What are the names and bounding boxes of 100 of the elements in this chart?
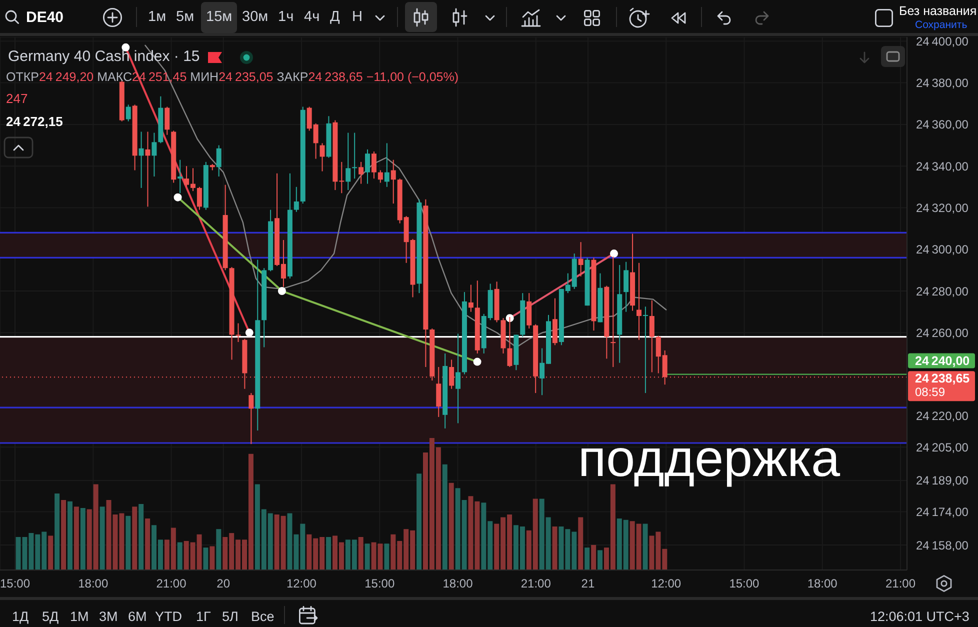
text: 1М bbox=[70, 609, 89, 624]
candlestick bbox=[526, 292, 532, 329]
candlestick bbox=[145, 131, 150, 208]
bar bbox=[126, 516, 131, 570]
text: 1Д bbox=[12, 609, 29, 624]
ref-line-label: 24 238,65 bbox=[915, 372, 970, 386]
y-tick-label: 24 158,00 bbox=[916, 538, 969, 552]
bar bbox=[216, 529, 222, 570]
bar bbox=[48, 536, 54, 570]
bar bbox=[210, 546, 215, 570]
bar bbox=[584, 548, 590, 570]
x-tick-label: 20 bbox=[216, 576, 230, 591]
bar bbox=[61, 500, 66, 570]
candlestick bbox=[320, 142, 325, 172]
bar bbox=[358, 537, 364, 570]
bar bbox=[203, 548, 208, 570]
candlestick bbox=[552, 298, 558, 346]
x-tick-label: 21:00 bbox=[885, 576, 916, 591]
bar bbox=[598, 550, 603, 570]
x-tick-label: 15:00 bbox=[364, 576, 395, 591]
candlestick bbox=[216, 144, 222, 177]
x-tick-label: 18:00 bbox=[78, 576, 108, 591]
bar bbox=[364, 544, 370, 570]
text: 5м bbox=[176, 9, 194, 26]
y-tick-label: 24 174,00 bbox=[916, 504, 969, 519]
bar bbox=[67, 501, 72, 570]
candlestick bbox=[578, 242, 584, 277]
text: YTD bbox=[155, 609, 182, 624]
y-tick-label: 24 320,00 bbox=[916, 200, 969, 215]
candlestick bbox=[624, 261, 629, 312]
bar bbox=[74, 506, 79, 570]
x-tick-label: 18:00 bbox=[807, 576, 838, 591]
point bbox=[278, 287, 286, 296]
x-tick-label: 21:00 bbox=[156, 576, 187, 591]
bar bbox=[642, 524, 648, 570]
x-tick-label: 15:00 bbox=[0, 576, 30, 591]
y-tick-label: 24 280,00 bbox=[916, 284, 969, 298]
bar bbox=[416, 474, 422, 570]
annotation: 24 272,15 bbox=[6, 114, 63, 129]
y-tick-label: 24 205,00 bbox=[916, 440, 969, 454]
point bbox=[245, 328, 254, 337]
bar bbox=[54, 493, 60, 570]
candlestick bbox=[164, 106, 170, 136]
candlestick bbox=[346, 132, 351, 191]
candlestick bbox=[649, 300, 654, 373]
candlestick bbox=[138, 131, 144, 188]
bar bbox=[132, 506, 138, 570]
text: 1м bbox=[148, 9, 166, 26]
x-tick-label: 12:00 bbox=[651, 576, 682, 591]
text: 4ч bbox=[304, 9, 320, 26]
bar bbox=[138, 504, 144, 570]
text: Сохранить bbox=[915, 19, 968, 32]
text: 6М bbox=[128, 609, 147, 624]
x-tick-label: 18:00 bbox=[442, 576, 474, 591]
y-tick-label: 24 360,00 bbox=[916, 118, 969, 132]
bar bbox=[80, 508, 86, 570]
candlestick bbox=[384, 142, 390, 188]
band-label: поддержка bbox=[578, 430, 840, 488]
candlestick bbox=[436, 366, 442, 418]
x-tick-label: 12:00 bbox=[286, 576, 317, 591]
bar bbox=[100, 506, 105, 570]
y-tick-label: 24 380,00 bbox=[916, 76, 969, 90]
bar bbox=[326, 537, 332, 570]
x-tick-label: 21:00 bbox=[520, 576, 552, 591]
text: DE40 bbox=[26, 9, 64, 26]
candlestick bbox=[365, 148, 370, 184]
text: 5Л bbox=[222, 609, 238, 624]
series-label: 24 240,00 bbox=[915, 354, 970, 368]
y-tick-label: 24 260,00 bbox=[916, 326, 969, 340]
y-tick-label: 24 220,00 bbox=[916, 409, 969, 424]
text: 5Д bbox=[42, 609, 59, 624]
candlestick bbox=[126, 104, 131, 122]
candlestick bbox=[371, 151, 376, 180]
candlestick bbox=[468, 284, 474, 312]
text: 15м bbox=[201, 2, 238, 32]
x-tick-label: 21 bbox=[581, 576, 595, 591]
text: 08:59 bbox=[915, 385, 946, 400]
point bbox=[610, 250, 618, 258]
candlestick bbox=[196, 186, 202, 210]
text: 1ч bbox=[278, 9, 294, 26]
candlestick bbox=[248, 392, 254, 445]
text: Н bbox=[352, 9, 362, 26]
candlestick bbox=[358, 161, 364, 184]
candlestick bbox=[456, 333, 461, 424]
bar bbox=[384, 544, 390, 570]
y-tick-label: 24 189,00 bbox=[916, 474, 969, 488]
bar bbox=[145, 518, 150, 570]
text: 1Г bbox=[196, 609, 211, 624]
candlestick bbox=[636, 262, 642, 340]
y-tick-label: 24 400,00 bbox=[916, 34, 969, 48]
point bbox=[174, 193, 182, 202]
text: 3М bbox=[99, 609, 118, 624]
bar bbox=[552, 526, 558, 570]
candlestick bbox=[378, 170, 383, 184]
text: Без названия bbox=[899, 4, 977, 18]
candlestick bbox=[352, 132, 358, 180]
bar bbox=[448, 482, 454, 570]
bar bbox=[177, 542, 182, 570]
y-tick-label: 24 340,00 bbox=[916, 159, 969, 174]
candlestick bbox=[152, 132, 157, 177]
